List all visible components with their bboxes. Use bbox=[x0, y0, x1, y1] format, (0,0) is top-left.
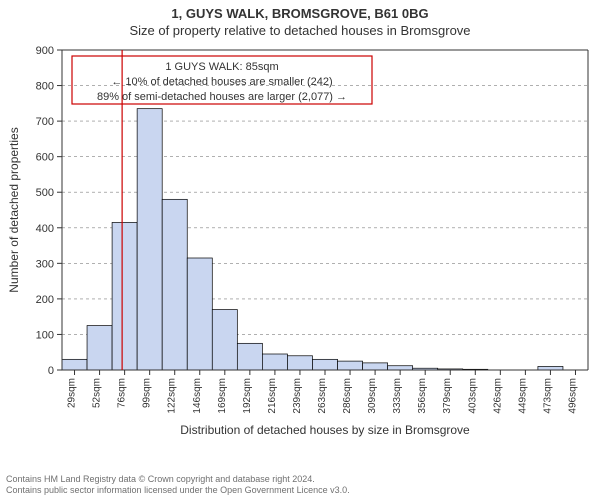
chart-svg: 0 100 200 300 400 500 600 700 800 900 29sqm 52sqm 76… bbox=[0, 40, 600, 460]
x-tick-label: 122sqm bbox=[167, 378, 178, 414]
footer-attribution: Contains HM Land Registry data © Crown c… bbox=[6, 474, 350, 497]
annotation-line-1: 1 GUYS WALK: 85sqm bbox=[165, 61, 278, 73]
histogram-bar bbox=[262, 354, 287, 370]
x-tick-label: 449sqm bbox=[517, 378, 528, 414]
svg-text:600: 600 bbox=[36, 152, 54, 164]
x-tick-label: 146sqm bbox=[192, 378, 203, 414]
annotation-line-3: 89% of semi-detached houses are larger (… bbox=[97, 91, 347, 103]
histogram-bar bbox=[538, 366, 563, 370]
x-tick-label: 216sqm bbox=[267, 378, 278, 414]
x-tick-label: 356sqm bbox=[417, 378, 428, 414]
svg-text:200: 200 bbox=[36, 294, 54, 306]
x-tick-label: 169sqm bbox=[217, 378, 228, 414]
x-tick-label: 403sqm bbox=[467, 378, 478, 414]
x-tick-label: 426sqm bbox=[492, 378, 503, 414]
histogram-bar bbox=[388, 366, 413, 370]
x-axis-label: Distribution of detached houses by size … bbox=[180, 423, 470, 437]
x-tick-label: 99sqm bbox=[142, 378, 153, 408]
x-tick-label: 263sqm bbox=[317, 378, 328, 414]
x-tick-label: 473sqm bbox=[542, 378, 553, 414]
histogram-bar bbox=[62, 359, 87, 370]
svg-text:0: 0 bbox=[48, 365, 54, 377]
histogram-bar bbox=[338, 361, 363, 370]
histogram-bar bbox=[112, 222, 137, 370]
x-tick-label: 29sqm bbox=[67, 378, 78, 408]
histogram-bar bbox=[312, 359, 337, 370]
histogram-bar bbox=[287, 356, 312, 370]
x-tick-label: 379sqm bbox=[442, 378, 453, 414]
svg-text:700: 700 bbox=[36, 116, 54, 128]
x-tick-label: 76sqm bbox=[117, 378, 128, 408]
histogram-bar bbox=[237, 343, 262, 370]
x-tick-label: 286sqm bbox=[342, 378, 353, 414]
histogram-bar bbox=[212, 310, 237, 370]
x-tick-label: 496sqm bbox=[567, 378, 578, 414]
svg-text:500: 500 bbox=[36, 187, 54, 199]
svg-text:900: 900 bbox=[36, 45, 54, 57]
svg-text:100: 100 bbox=[36, 329, 54, 341]
histogram-bar bbox=[162, 199, 187, 370]
footer-line-1: Contains HM Land Registry data © Crown c… bbox=[6, 474, 350, 485]
y-axis-label: Number of detached properties bbox=[7, 127, 21, 292]
x-tick-label: 52sqm bbox=[92, 378, 103, 408]
x-tick-label: 333sqm bbox=[392, 378, 403, 414]
x-tick-label: 192sqm bbox=[242, 378, 253, 414]
x-tick-label: 309sqm bbox=[367, 378, 378, 414]
page-title: 1, GUYS WALK, BROMSGROVE, B61 0BG bbox=[0, 0, 600, 21]
histogram-bar bbox=[363, 363, 388, 370]
histogram-bar bbox=[187, 258, 212, 370]
histogram-bar bbox=[87, 326, 112, 370]
svg-text:400: 400 bbox=[36, 223, 54, 235]
svg-text:800: 800 bbox=[36, 81, 54, 93]
x-tick-label: 239sqm bbox=[292, 378, 303, 414]
svg-text:300: 300 bbox=[36, 258, 54, 270]
footer-line-2: Contains public sector information licen… bbox=[6, 485, 350, 496]
annotation-line-2: ← 10% of detached houses are smaller (24… bbox=[111, 76, 332, 88]
page-subtitle: Size of property relative to detached ho… bbox=[0, 21, 600, 38]
histogram-bar bbox=[137, 109, 162, 370]
histogram-chart: 0 100 200 300 400 500 600 700 800 900 29sqm 52sqm 76… bbox=[0, 40, 600, 460]
